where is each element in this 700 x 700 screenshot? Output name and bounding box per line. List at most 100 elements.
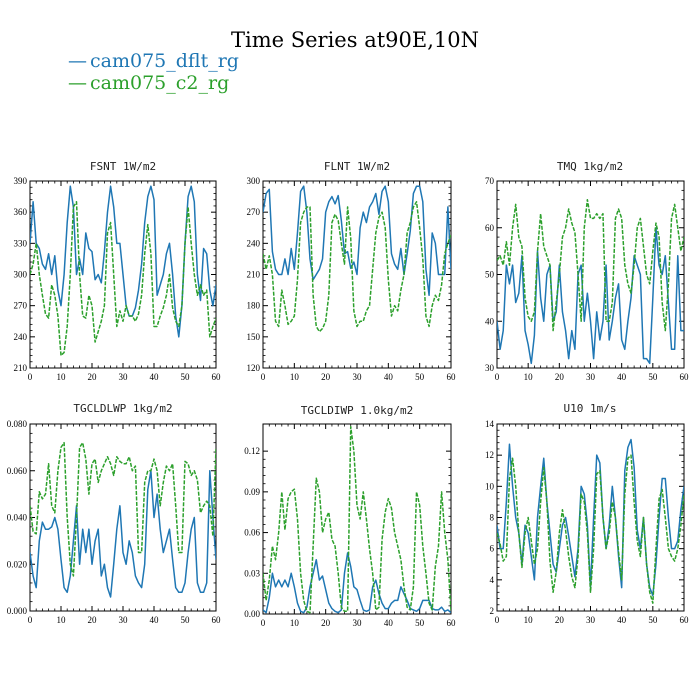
series-line-cam075_c2_rg-u10 xyxy=(497,454,684,604)
x-tick-label: 30 xyxy=(353,372,363,382)
legend-marker-c2: — xyxy=(68,72,87,94)
series-line-cam075_dflt_rg-tmq xyxy=(497,227,684,365)
y-tick-label: 240 xyxy=(247,238,261,248)
x-tick-label: 20 xyxy=(555,372,565,382)
y-tick-label: 8 xyxy=(490,513,495,523)
y-tick-label: 6 xyxy=(490,544,495,554)
panel-title-flnt: FLNT 1W/m2 xyxy=(324,160,390,173)
legend-label-dflt: cam075_dflt_rg xyxy=(90,50,239,72)
legend-marker-dflt: — xyxy=(68,50,87,72)
y-tick-label: 210 xyxy=(247,270,261,280)
panel-title-u10: U10 1m/s xyxy=(564,402,617,415)
y-tick-label: 30 xyxy=(485,363,495,373)
x-tick-label: 50 xyxy=(648,372,658,382)
x-tick-label: 50 xyxy=(181,615,191,625)
x-tick-label: 10 xyxy=(290,372,300,382)
x-tick-label: 30 xyxy=(353,618,363,628)
x-tick-label: 0 xyxy=(261,372,266,382)
y-tick-label: 0.000 xyxy=(7,606,28,616)
y-tick-label: 240 xyxy=(14,332,28,342)
series-line-cam075_dflt_rg-tgcldlwp xyxy=(30,470,216,598)
y-tick-label: 360 xyxy=(14,207,28,217)
panel-title-tgcldiwp: TGCLDIWP 1.0kg/m2 xyxy=(301,404,414,417)
y-tick-label: 70 xyxy=(485,176,495,186)
x-tick-label: 20 xyxy=(88,372,98,382)
figure-title: Time Series at90E,10N xyxy=(231,28,479,52)
x-tick-label: 30 xyxy=(119,615,129,625)
panel-fsnt: FSNT 1W/m2 0 10 20 30 40 50 60 210 240 270 300 330 3… xyxy=(14,160,222,382)
y-tick-label: 10 xyxy=(485,481,495,491)
plot-frame-tmq xyxy=(496,180,685,369)
x-tick-label: 60 xyxy=(447,618,457,628)
series-line-cam075_dflt_rg-flnt xyxy=(263,185,451,297)
x-tick-label: 30 xyxy=(119,372,129,382)
series-line-cam075_c2_rg-flnt xyxy=(263,201,451,333)
y-tick-label: 12 xyxy=(485,450,494,460)
y-tick-label: 0.020 xyxy=(7,559,28,569)
panel-tgcldiwp: TGCLDIWP 1.0kg/m2 0 10 20 30 40 50 60 0.00 0.03 0… xyxy=(244,404,456,628)
x-tick-label: 0 xyxy=(495,372,500,382)
x-tick-label: 30 xyxy=(586,615,596,625)
x-tick-label: 10 xyxy=(524,615,534,625)
y-tick-label: 300 xyxy=(14,270,28,280)
x-tick-label: 40 xyxy=(617,615,627,625)
x-tick-label: 50 xyxy=(648,615,658,625)
x-tick-label: 0 xyxy=(28,372,33,382)
series-line-cam075_c2_rg-tgcldlwp xyxy=(30,441,216,577)
y-tick-label: 180 xyxy=(247,301,261,311)
y-tick-label: 4 xyxy=(490,575,495,585)
y-tick-label: 0.040 xyxy=(7,513,28,523)
panel-tmq: TMQ 1kg/m2 0 10 20 30 40 50 60 30 40 50 60 70 xyxy=(485,160,689,382)
y-tick-label: 270 xyxy=(247,207,261,217)
x-tick-label: 50 xyxy=(415,618,425,628)
series-line-cam075_c2_rg-fsnt xyxy=(30,201,216,357)
y-tick-label: 0.00 xyxy=(244,609,260,619)
x-tick-label: 40 xyxy=(384,372,394,382)
panel-u10: U10 1m/s 0 10 20 30 40 50 60 2 4 6 8 10 12 14 xyxy=(485,402,689,625)
y-tick-label: 210 xyxy=(14,363,28,373)
y-tick-label: 2 xyxy=(490,606,495,616)
x-tick-label: 40 xyxy=(150,615,160,625)
legend-label-c2: cam075_c2_rg xyxy=(90,72,229,94)
y-tick-label: 0.03 xyxy=(244,568,260,578)
x-tick-label: 0 xyxy=(28,615,33,625)
y-tick-label: 0.12 xyxy=(244,446,260,456)
y-tick-label: 0.080 xyxy=(7,419,28,429)
panel-title-tgcldlwp: TGCLDLWP 1kg/m2 xyxy=(73,402,172,415)
series-line-cam075_dflt_rg-tgcldiwp xyxy=(263,552,451,614)
x-tick-label: 20 xyxy=(555,615,565,625)
y-tick-label: 390 xyxy=(14,176,28,186)
series-line-cam075_c2_rg-tgcldiwp xyxy=(263,425,451,614)
x-tick-label: 50 xyxy=(181,372,191,382)
x-tick-label: 20 xyxy=(321,372,331,382)
y-tick-label: 120 xyxy=(247,363,261,373)
x-tick-label: 60 xyxy=(212,372,222,382)
y-tick-label: 50 xyxy=(485,270,495,280)
x-tick-label: 60 xyxy=(680,372,690,382)
panel-title-fsnt: FSNT 1W/m2 xyxy=(90,160,156,173)
x-tick-label: 30 xyxy=(586,372,596,382)
x-tick-label: 10 xyxy=(290,618,300,628)
x-tick-label: 40 xyxy=(150,372,160,382)
plot-frame-tgcldiwp xyxy=(262,423,452,615)
x-tick-label: 10 xyxy=(57,372,67,382)
y-tick-label: 330 xyxy=(14,238,28,248)
x-tick-label: 60 xyxy=(680,615,690,625)
plot-frame-tgcldlwp xyxy=(29,423,217,612)
x-tick-label: 0 xyxy=(495,615,500,625)
series-line-cam075_dflt_rg-u10 xyxy=(497,438,684,597)
series-line-cam075_c2_rg-tmq xyxy=(497,198,684,332)
legend: — cam075_dflt_rg — cam075_c2_rg xyxy=(68,50,239,94)
y-tick-label: 60 xyxy=(485,223,495,233)
panel-tgcldlwp: TGCLDLWP 1kg/m2 0 10 20 30 40 50 60 0.000 0.020 0… xyxy=(7,402,221,625)
y-tick-label: 270 xyxy=(14,301,28,311)
y-tick-label: 0.09 xyxy=(244,487,260,497)
x-tick-label: 50 xyxy=(415,372,425,382)
x-tick-label: 60 xyxy=(212,615,222,625)
y-tick-label: 14 xyxy=(485,419,495,429)
y-tick-label: 0.060 xyxy=(7,466,28,476)
y-tick-label: 300 xyxy=(247,176,261,186)
x-tick-label: 40 xyxy=(617,372,627,382)
